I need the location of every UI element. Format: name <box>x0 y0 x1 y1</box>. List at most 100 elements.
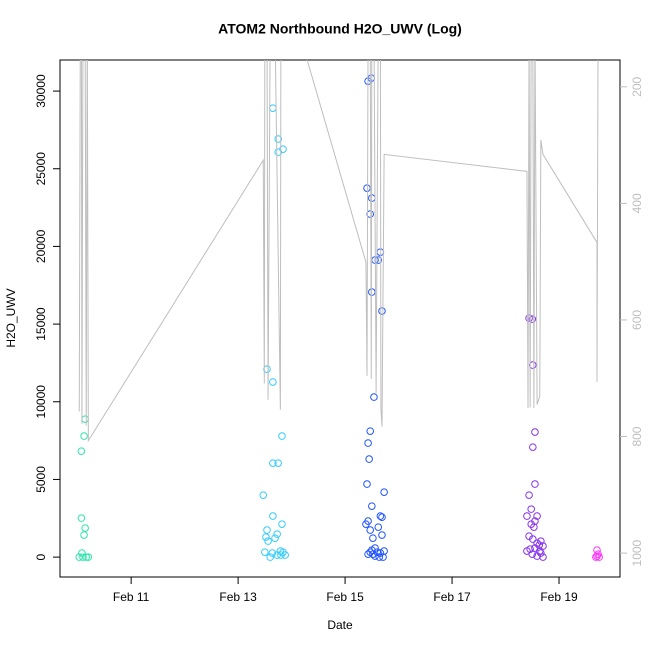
point <box>529 361 537 369</box>
point <box>269 459 277 467</box>
point <box>368 546 376 554</box>
point <box>81 415 89 423</box>
x-axis-label: Date <box>327 618 353 632</box>
point <box>269 378 277 386</box>
point <box>380 488 388 496</box>
point <box>364 439 372 447</box>
point <box>269 104 277 112</box>
y2-tick-label: 600 <box>630 310 644 330</box>
point <box>263 526 271 534</box>
point <box>371 552 379 560</box>
point <box>269 512 277 520</box>
point <box>529 535 537 543</box>
y-tick-label: 15000 <box>34 307 48 341</box>
plot-area <box>75 60 603 561</box>
point <box>261 548 269 556</box>
point <box>273 551 281 559</box>
point <box>366 210 375 218</box>
x-tick-label: Feb 19 <box>540 590 578 604</box>
point <box>362 520 370 528</box>
x-tick-label: Feb 11 <box>113 590 150 604</box>
point <box>370 393 378 401</box>
profile-line <box>78 60 599 443</box>
y-tick-label: 25000 <box>34 152 48 186</box>
point <box>533 539 541 547</box>
point <box>525 491 533 499</box>
point <box>278 520 286 528</box>
y2-tick-label: 400 <box>630 193 644 213</box>
point <box>378 531 386 539</box>
point <box>369 550 377 558</box>
point <box>537 537 545 545</box>
point <box>77 514 86 522</box>
x-tick-label: Feb 13 <box>219 590 257 604</box>
point <box>363 184 371 192</box>
point <box>78 549 86 557</box>
point <box>593 552 601 560</box>
point <box>268 549 277 557</box>
point <box>592 553 600 561</box>
point <box>378 513 386 521</box>
point <box>274 459 283 467</box>
point <box>273 530 281 538</box>
point <box>593 546 601 554</box>
y2-tick-label: 1000 <box>630 539 644 566</box>
point <box>376 512 385 520</box>
point <box>533 512 541 520</box>
y-tick-label: 5000 <box>34 466 48 493</box>
point <box>527 505 536 513</box>
point <box>278 432 286 440</box>
y-tick-label: 10000 <box>34 385 48 419</box>
point <box>531 428 539 436</box>
point <box>259 491 268 499</box>
point <box>263 365 271 373</box>
y-tick-label: 0 <box>34 553 48 560</box>
point <box>80 432 88 440</box>
point <box>374 523 383 531</box>
point <box>537 549 545 557</box>
point <box>525 314 533 322</box>
y2-tick-label: 800 <box>630 426 644 446</box>
point <box>539 553 547 561</box>
point <box>364 550 372 558</box>
point <box>530 523 538 531</box>
point <box>366 427 375 435</box>
point <box>274 135 283 143</box>
y-tick-label: 30000 <box>34 74 48 108</box>
point <box>79 553 87 561</box>
point <box>262 533 270 541</box>
point <box>373 548 381 556</box>
point <box>368 502 376 510</box>
point <box>281 551 289 559</box>
point <box>82 553 91 561</box>
x-tick-label: Feb 15 <box>326 590 364 604</box>
point <box>84 553 93 561</box>
point <box>81 524 89 532</box>
point <box>379 553 387 561</box>
y-tick-label: 20000 <box>34 229 48 263</box>
point <box>266 553 275 561</box>
point <box>366 526 375 534</box>
x-tick-label: Feb 17 <box>433 590 471 604</box>
point <box>277 551 285 559</box>
point <box>378 307 386 315</box>
point <box>264 537 272 545</box>
point <box>80 531 88 539</box>
point <box>528 550 537 558</box>
plot-frame <box>59 59 621 578</box>
point <box>369 534 377 542</box>
point <box>363 480 371 488</box>
point <box>531 480 539 488</box>
point <box>77 447 86 455</box>
point <box>375 553 384 561</box>
point <box>279 145 287 153</box>
point <box>529 443 537 451</box>
y2-tick-label: 200 <box>630 76 644 96</box>
point <box>523 512 531 520</box>
point <box>528 315 537 323</box>
point <box>365 455 373 463</box>
y-axis-label: H2O_UWV <box>4 288 18 347</box>
point <box>271 534 279 542</box>
chart-title: ATOM2 Northbound H2O_UWV (Log) <box>218 21 462 37</box>
